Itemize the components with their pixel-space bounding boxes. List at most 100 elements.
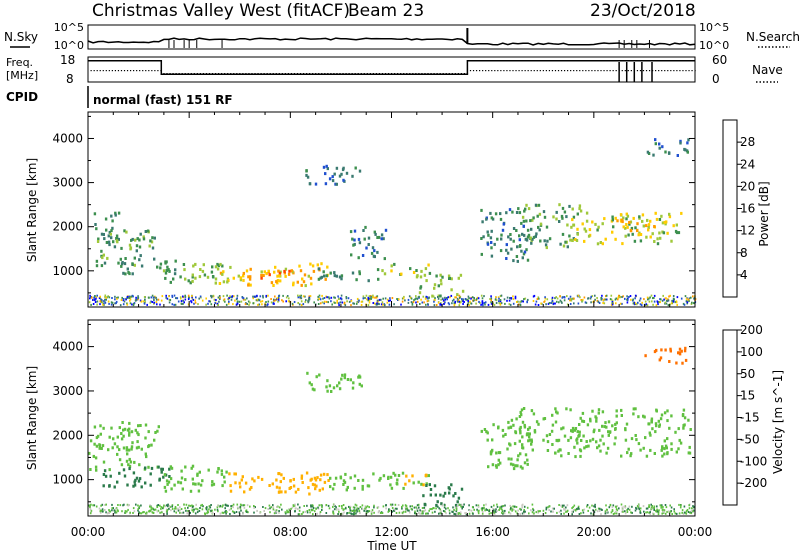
ground-scatter-cell <box>657 511 660 514</box>
heatmap-cell <box>593 428 596 432</box>
heatmap-cell <box>133 460 136 464</box>
ground-scatter-cell <box>378 510 380 512</box>
ground-scatter-cell <box>573 504 576 507</box>
ground-scatter-cell <box>338 298 340 300</box>
ground-scatter-cell <box>627 507 629 510</box>
ground-scatter-cell <box>266 304 268 307</box>
heatmap-cell <box>460 487 464 491</box>
heatmap-cell <box>198 275 202 279</box>
heatmap-cell <box>114 213 117 217</box>
heatmap-cell <box>679 441 683 445</box>
heatmap-cell <box>134 478 137 482</box>
ground-scatter-cell <box>398 298 400 301</box>
ground-scatter-cell <box>600 298 603 301</box>
heatmap-cell <box>497 463 500 467</box>
heatmap-cell <box>645 454 649 458</box>
ground-scatter-cell <box>116 297 118 300</box>
ground-scatter-cell <box>114 298 116 301</box>
ground-scatter-cell <box>495 302 498 304</box>
ground-scatter-cell <box>89 297 91 300</box>
ground-scatter-cell <box>140 512 143 515</box>
ground-scatter-cell <box>508 511 510 514</box>
ground-scatter-cell <box>498 300 500 303</box>
ground-scatter-cell <box>477 297 480 300</box>
heatmap-cell <box>103 469 107 473</box>
ground-scatter-cell <box>366 510 369 512</box>
ground-scatter-cell <box>551 298 553 301</box>
ground-scatter-cell <box>671 513 673 515</box>
heatmap-cell <box>110 214 113 218</box>
heatmap-cell <box>507 235 510 239</box>
heatmap-cell <box>571 239 574 242</box>
nave-point <box>239 73 241 75</box>
ground-scatter-cell <box>330 300 332 303</box>
heatmap-cell <box>535 420 539 424</box>
ground-scatter-cell <box>348 300 351 303</box>
heatmap-cell <box>677 351 680 355</box>
ground-scatter-cell <box>497 296 500 299</box>
ground-scatter-cell <box>540 302 542 305</box>
ground-scatter-cell <box>691 507 693 510</box>
heatmap-cell <box>589 419 592 423</box>
heatmap-cell <box>506 251 510 255</box>
ground-scatter-cell <box>477 512 480 515</box>
ground-scatter-cell <box>274 295 276 298</box>
ground-scatter-cell <box>457 300 459 303</box>
heatmap-cell <box>253 479 256 483</box>
colorbar-tick-label: 12 <box>740 224 755 238</box>
heatmap-cell <box>526 462 529 466</box>
nave-point <box>548 70 551 72</box>
ground-scatter-cell <box>171 507 174 510</box>
heatmap-cell <box>201 269 205 273</box>
ground-scatter-cell <box>120 299 123 301</box>
ground-scatter-cell <box>306 511 309 514</box>
ground-scatter-cell <box>688 297 691 300</box>
ground-scatter-cell <box>468 504 470 507</box>
heatmap-cell <box>545 246 548 250</box>
heatmap-cell <box>194 482 197 486</box>
ground-scatter-cell <box>285 296 288 299</box>
heatmap-cell <box>313 476 317 480</box>
nave-point <box>670 70 672 72</box>
heatmap-cell <box>595 440 598 444</box>
heatmap-cell <box>666 437 669 441</box>
ground-scatter-cell <box>328 507 331 510</box>
nave-point <box>667 70 669 72</box>
ground-scatter-cell <box>377 506 380 509</box>
heatmap-cell <box>546 449 550 452</box>
ground-scatter-cell <box>652 303 654 306</box>
heatmap-cell <box>516 259 519 263</box>
heatmap-cell <box>555 210 558 214</box>
ground-scatter-cell <box>648 505 650 508</box>
ground-scatter-cell <box>308 509 311 511</box>
heatmap-cell <box>106 256 109 260</box>
ground-scatter-cell <box>414 510 416 513</box>
ground-scatter-cell <box>211 511 214 514</box>
colorbar-frame <box>722 119 738 298</box>
ground-scatter-cell <box>594 298 596 301</box>
heatmap-cell <box>497 458 500 462</box>
ground-scatter-cell <box>639 303 642 306</box>
heatmap-cell <box>648 422 651 426</box>
ground-scatter-cell <box>519 300 521 303</box>
heatmap-cell <box>572 215 576 219</box>
heatmap-cell <box>219 262 222 266</box>
heatmap-cell <box>340 377 343 381</box>
ground-scatter-cell <box>601 294 603 297</box>
ground-scatter-cell <box>559 299 562 302</box>
ground-scatter-cell <box>190 300 192 303</box>
heatmap-cell <box>461 289 465 293</box>
heatmap-cell <box>624 234 627 238</box>
ground-scatter-cell <box>291 506 294 509</box>
heatmap-cell <box>211 265 214 269</box>
ground-scatter-cell <box>566 295 568 298</box>
ground-scatter-cell <box>569 297 572 300</box>
ground-scatter-cell <box>480 303 482 306</box>
ground-scatter-cell <box>332 505 334 508</box>
ground-scatter-cell <box>114 302 116 305</box>
ground-scatter-cell <box>566 504 569 507</box>
heatmap-cell <box>130 447 133 451</box>
ground-scatter-cell <box>461 298 463 301</box>
heatmap-cell <box>94 223 97 226</box>
velocity-colorbar-label: Velocity [m s^-1] <box>771 370 785 474</box>
